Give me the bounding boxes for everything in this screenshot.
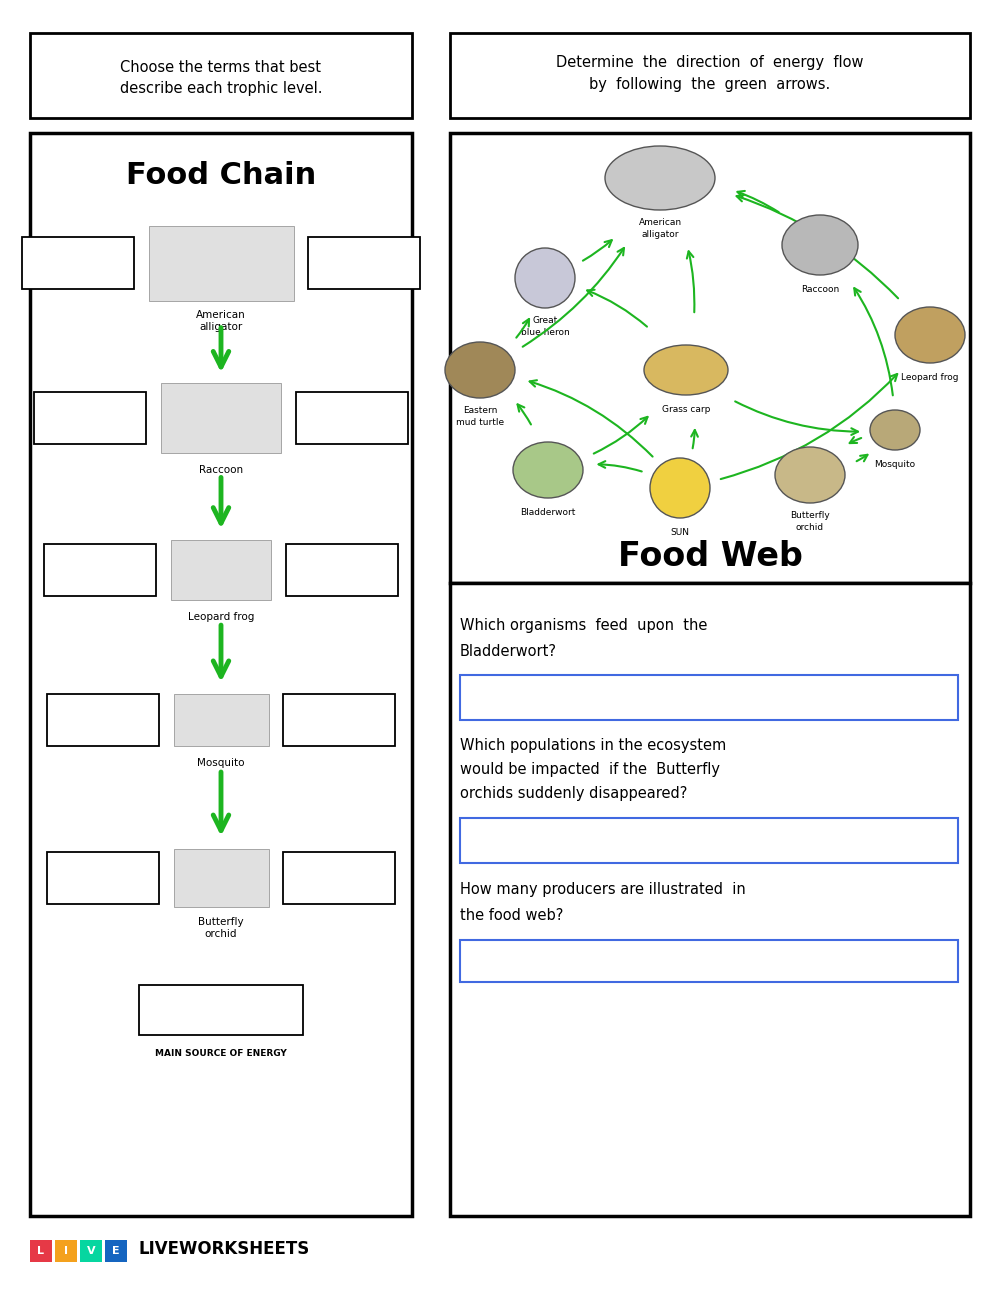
Ellipse shape	[515, 248, 575, 309]
Bar	[450, 584, 970, 1216]
Text: the food web?: the food web?	[460, 908, 563, 923]
Ellipse shape	[513, 442, 583, 498]
Bar	[80, 1239, 102, 1263]
Text: by  following  the  green  arrows.: by following the green arrows.	[589, 77, 831, 93]
Ellipse shape	[445, 342, 515, 398]
Text: orchid: orchid	[205, 930, 237, 939]
Text: mud turtle: mud turtle	[456, 418, 504, 427]
Text: orchid: orchid	[796, 523, 824, 532]
Bar	[171, 540, 271, 600]
Text: Eastern: Eastern	[463, 405, 497, 414]
Bar	[460, 818, 958, 862]
Bar	[47, 695, 159, 746]
Bar	[450, 34, 970, 117]
Text: Bladderwort?: Bladderwort?	[460, 644, 557, 658]
Text: blue heron: blue heron	[521, 328, 569, 337]
Text: E: E	[112, 1246, 120, 1256]
Text: Mosquito: Mosquito	[197, 758, 245, 768]
Text: I: I	[64, 1246, 68, 1256]
Bar	[30, 133, 412, 1216]
Text: Great: Great	[532, 316, 558, 325]
Bar	[30, 1239, 52, 1263]
Bar	[450, 133, 970, 584]
Bar	[44, 544, 156, 596]
Text: Grass carp: Grass carp	[662, 405, 710, 414]
Bar	[30, 34, 412, 117]
Bar	[149, 226, 294, 301]
Text: alligator: alligator	[641, 230, 679, 239]
Text: Which populations in the ecosystem: Which populations in the ecosystem	[460, 738, 726, 753]
Text: Raccoon: Raccoon	[199, 465, 243, 475]
Ellipse shape	[650, 458, 710, 518]
Text: Food Chain: Food Chain	[126, 160, 316, 190]
Bar	[296, 392, 408, 444]
Bar	[460, 675, 958, 720]
Bar	[161, 383, 281, 453]
Bar	[174, 695, 269, 746]
Text: SUN: SUN	[670, 528, 690, 537]
Bar	[22, 238, 134, 289]
Text: Mosquito: Mosquito	[874, 460, 916, 469]
Text: orchids suddenly disappeared?: orchids suddenly disappeared?	[460, 786, 687, 800]
Text: Raccoon: Raccoon	[801, 285, 839, 294]
Text: Butterfly: Butterfly	[198, 917, 244, 927]
Text: describe each trophic level.: describe each trophic level.	[120, 80, 322, 96]
Text: alligator: alligator	[199, 321, 243, 332]
Ellipse shape	[775, 447, 845, 503]
Bar	[283, 852, 395, 904]
Ellipse shape	[644, 345, 728, 395]
Ellipse shape	[870, 411, 920, 451]
Text: Choose the terms that best: Choose the terms that best	[120, 61, 322, 75]
Text: Leopard frog: Leopard frog	[188, 612, 254, 622]
Ellipse shape	[605, 146, 715, 210]
Text: L: L	[38, 1246, 44, 1256]
Bar	[105, 1239, 127, 1263]
Text: Leopard frog: Leopard frog	[901, 373, 959, 382]
Bar	[308, 238, 420, 289]
Bar	[460, 940, 958, 982]
Text: MAIN SOURCE OF ENERGY: MAIN SOURCE OF ENERGY	[155, 1048, 287, 1057]
Bar	[139, 985, 303, 1035]
Text: Bladderwort: Bladderwort	[520, 507, 576, 516]
Text: V: V	[87, 1246, 95, 1256]
Text: American: American	[638, 218, 682, 227]
Text: LIVEWORKSHEETS: LIVEWORKSHEETS	[138, 1239, 309, 1257]
Text: Which organisms  feed  upon  the: Which organisms feed upon the	[460, 618, 707, 633]
Bar	[34, 392, 146, 444]
Text: American: American	[196, 310, 246, 320]
Ellipse shape	[782, 216, 858, 275]
Text: would be impacted  if the  Butterfly: would be impacted if the Butterfly	[460, 762, 720, 777]
Bar	[47, 852, 159, 904]
Text: Butterfly: Butterfly	[790, 511, 830, 520]
Text: Determine  the  direction  of  energy  flow: Determine the direction of energy flow	[556, 54, 864, 70]
Bar	[283, 695, 395, 746]
Ellipse shape	[895, 307, 965, 363]
Text: How many producers are illustrated  in: How many producers are illustrated in	[460, 882, 746, 897]
Bar	[55, 1239, 77, 1263]
Text: Food Web: Food Web	[618, 541, 802, 573]
Bar	[174, 849, 269, 908]
Bar	[455, 138, 965, 523]
Bar	[286, 544, 398, 596]
